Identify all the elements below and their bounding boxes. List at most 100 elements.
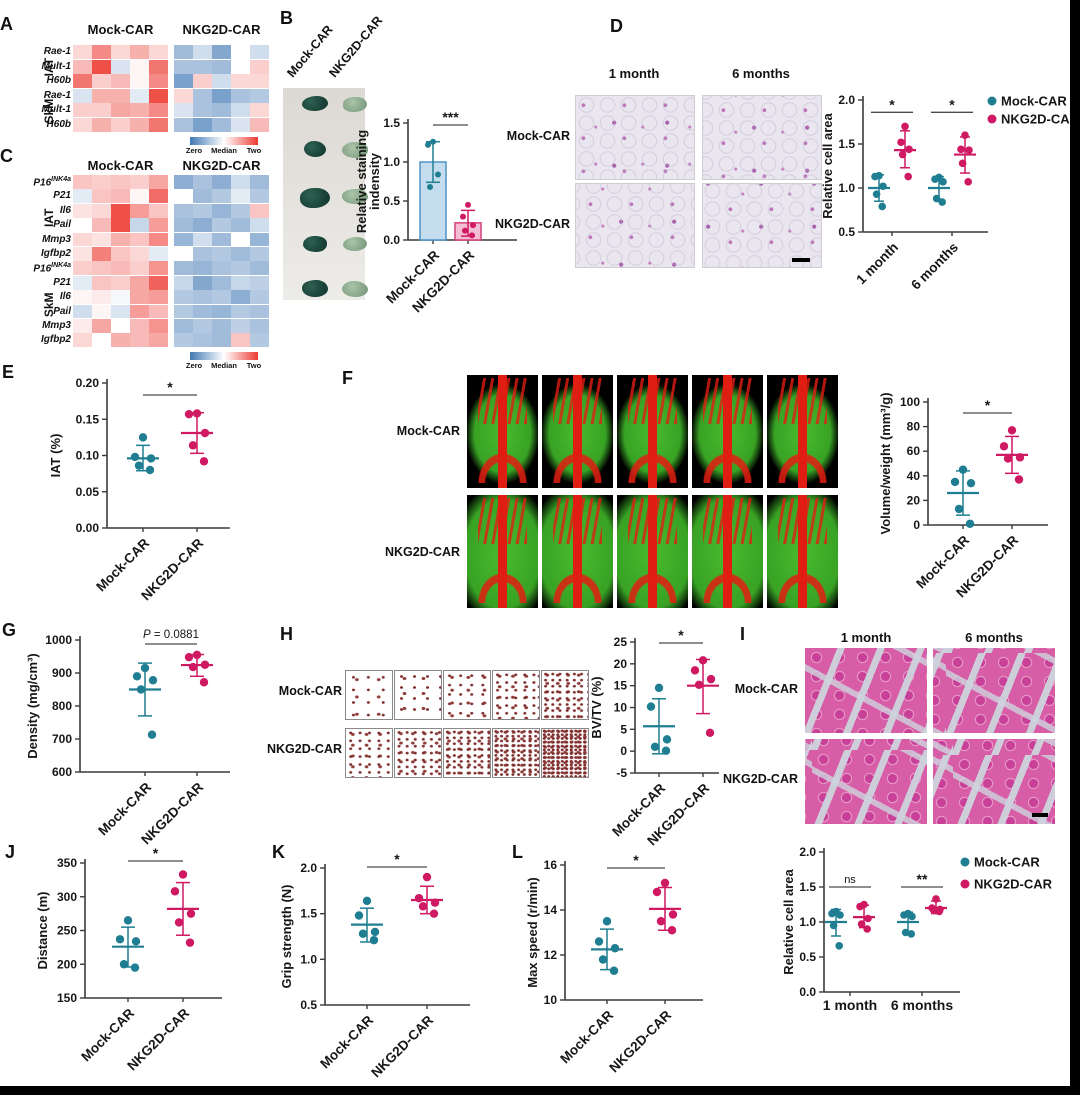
y-tick-label: 700 bbox=[52, 732, 72, 746]
heatmap-cell bbox=[250, 290, 269, 305]
y-tick-label: 14 bbox=[544, 903, 558, 917]
heatmap-cell bbox=[149, 304, 168, 319]
heatmap-cell bbox=[193, 103, 212, 118]
panel-b-label: B bbox=[280, 8, 293, 28]
data-point bbox=[836, 911, 844, 919]
data-point bbox=[667, 926, 677, 935]
heatmap-row-group-label: SkM bbox=[42, 98, 56, 124]
y-tick-label: 2.0 bbox=[799, 845, 816, 859]
y-tick-label: 0.0 bbox=[383, 233, 400, 247]
heatmap-cell bbox=[92, 103, 111, 118]
data-point bbox=[950, 477, 960, 487]
heatmap-cell bbox=[193, 88, 212, 103]
heatmap-cell bbox=[193, 118, 212, 133]
y-tick-label: 12 bbox=[544, 948, 558, 962]
panel-h-row-nkg2d: NKG2D-CAR bbox=[267, 742, 342, 756]
data-point bbox=[654, 683, 664, 693]
data-point bbox=[958, 159, 967, 168]
heatmap-cell bbox=[193, 304, 212, 319]
heatmap-cell bbox=[231, 319, 250, 333]
data-point bbox=[132, 672, 142, 681]
y-axis-title: Max speed (r/min) bbox=[525, 877, 540, 988]
data-point bbox=[430, 898, 440, 907]
x-category-label: 1 month bbox=[823, 997, 877, 1013]
heatmap-cell bbox=[193, 45, 212, 60]
heatmap-cell bbox=[231, 218, 250, 233]
heatmap-cell bbox=[193, 189, 212, 204]
y-tick-label: 0.20 bbox=[76, 376, 100, 390]
y-tick-label: 0.5 bbox=[799, 950, 816, 964]
y-tick-label: 1.0 bbox=[383, 155, 400, 169]
heatmap-cell bbox=[111, 189, 130, 204]
panel-d-label: D bbox=[610, 16, 623, 36]
heatmap-cell bbox=[149, 232, 168, 247]
heatmap-cell bbox=[250, 203, 269, 218]
heatmap-cell bbox=[149, 275, 168, 290]
data-point bbox=[879, 182, 887, 191]
heatmap-cell bbox=[231, 59, 250, 74]
heatmap-cell bbox=[111, 290, 130, 305]
data-point bbox=[690, 666, 700, 675]
panel-i-muscle-grid bbox=[805, 648, 1056, 825]
heatmap-cell bbox=[231, 290, 250, 305]
heatmap-cell bbox=[174, 118, 193, 133]
heatmap-cell bbox=[149, 45, 168, 60]
y-tick-label: 16 bbox=[544, 858, 558, 872]
panel-d-histology-grid bbox=[575, 95, 822, 268]
heatmap-cell bbox=[92, 232, 111, 247]
data-point bbox=[668, 910, 678, 919]
heatmap-cell bbox=[193, 74, 212, 89]
legend-label: Mock-CAR bbox=[1001, 94, 1067, 109]
mock-car-tissue-blob bbox=[300, 188, 330, 208]
heatmap-scale-label: Zero bbox=[185, 361, 203, 370]
data-point bbox=[965, 146, 973, 154]
heatmap-row-label: Mult-1 bbox=[41, 104, 71, 116]
heatmap-cell bbox=[111, 203, 130, 218]
data-point bbox=[418, 902, 428, 911]
heatmap-cell bbox=[193, 59, 212, 74]
heatmap-cell bbox=[231, 275, 250, 290]
y-tick-label: 200 bbox=[57, 957, 77, 971]
data-point bbox=[427, 183, 433, 190]
heatmap-cell bbox=[92, 118, 111, 133]
heatmap-cell bbox=[130, 247, 149, 261]
sig-stars: * bbox=[633, 852, 639, 868]
mock-car-tissue-blob bbox=[303, 236, 327, 252]
data-point bbox=[932, 895, 940, 903]
bone-image bbox=[443, 670, 491, 720]
y-tick-label: 60 bbox=[907, 444, 921, 458]
heatmap-scale-label: Median bbox=[211, 146, 237, 155]
y-tick-label: 20 bbox=[614, 657, 628, 671]
heatmap-scale-label: Zero bbox=[185, 146, 203, 155]
legend-label: NKG2D-CAR bbox=[1001, 112, 1080, 127]
data-point bbox=[435, 171, 441, 178]
y-tick-label: 2.0 bbox=[300, 861, 317, 875]
y-tick-label: 1.0 bbox=[799, 915, 816, 929]
data-point bbox=[369, 935, 379, 945]
heatmap-cell bbox=[111, 103, 130, 118]
heatmap-cell bbox=[73, 175, 92, 189]
heatmap-cell bbox=[250, 59, 269, 74]
heatmap-cell bbox=[231, 103, 250, 118]
heatmap-cell bbox=[212, 45, 231, 60]
y-tick-label: 1.0 bbox=[838, 181, 855, 195]
data-point bbox=[698, 656, 708, 665]
data-point bbox=[470, 222, 476, 229]
heatmap-cell bbox=[111, 59, 130, 74]
data-point bbox=[856, 902, 864, 911]
heatmap-c: Mock-CAR NKG2D-CAR P16INK4a P21 Il6 Pail Mmp3 I… bbox=[30, 146, 275, 374]
y-axis-title: BV/TV (%) bbox=[589, 676, 604, 738]
heatmap-cell bbox=[250, 247, 269, 261]
heatmap-cell bbox=[73, 232, 92, 247]
heatmap-cell bbox=[73, 275, 92, 290]
y-tick-label: 5 bbox=[620, 722, 627, 736]
heatmap-cell bbox=[212, 261, 231, 276]
heatmap-cell bbox=[174, 88, 193, 103]
heatmap-cell bbox=[130, 175, 149, 189]
heatmap-row-label: Igfbp2 bbox=[41, 248, 71, 259]
heatmap-cell bbox=[92, 203, 111, 218]
heatmap-cell bbox=[250, 175, 269, 189]
panel-h-row-mock: Mock-CAR bbox=[278, 684, 342, 698]
heatmap-cell bbox=[250, 333, 269, 348]
